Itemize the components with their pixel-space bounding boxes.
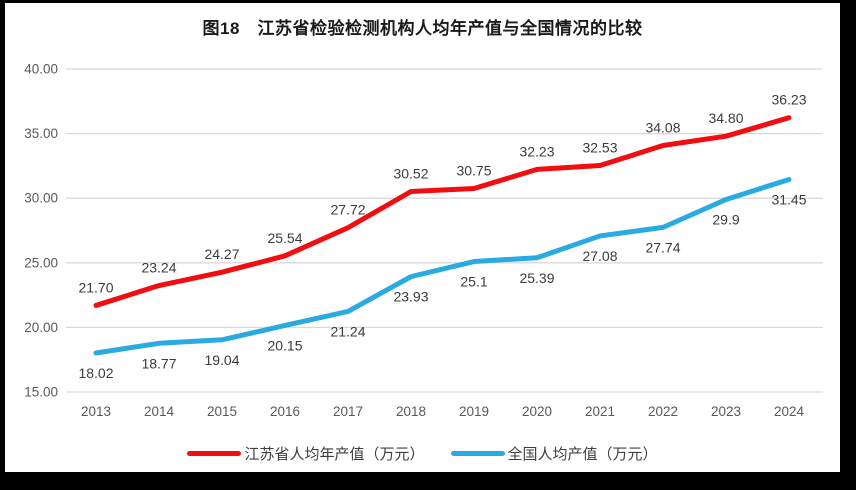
y-axis-tick-label: 20.00 (24, 320, 58, 335)
series-line (93, 115, 792, 308)
legend-line-swatch (187, 451, 242, 456)
data-label: 19.04 (204, 352, 239, 368)
data-label: 18.77 (141, 355, 176, 371)
legend-label: 江苏省人均年产值（万元） (244, 446, 425, 463)
series-line (93, 176, 792, 356)
data-label: 21.70 (78, 279, 113, 295)
x-axis-tick-label: 2020 (522, 404, 552, 419)
x-axis-tick-label: 2016 (270, 404, 300, 419)
x-axis-tick-label: 2018 (396, 404, 426, 419)
y-axis-tick-label: 30.00 (24, 191, 58, 206)
x-axis-tick-label: 2014 (144, 404, 175, 419)
data-label: 32.53 (582, 140, 617, 156)
data-label: 36.23 (771, 92, 806, 108)
data-label: 25.1 (460, 274, 487, 290)
chart-title: 图18 江苏省检验检测机构人均年产值与全国情况的比较 (202, 19, 643, 38)
y-axis-tick-label: 35.00 (24, 126, 58, 141)
x-axis-tick-label: 2013 (81, 404, 111, 419)
x-axis-tick-label: 2019 (459, 404, 489, 419)
data-label: 30.75 (456, 163, 491, 179)
data-label: 23.24 (141, 260, 176, 276)
legend-item[interactable]: 全国人均产值（万元） (450, 443, 658, 464)
x-axis-tick-label: 2015 (207, 404, 237, 419)
data-label: 18.02 (78, 365, 113, 381)
y-axis-tick-label: 15.00 (24, 385, 58, 400)
data-label: 27.72 (330, 202, 365, 218)
data-label: 25.54 (267, 230, 302, 246)
data-label: 21.24 (330, 323, 365, 339)
chart-panel (5, 3, 840, 472)
legend-line-swatch (450, 451, 505, 456)
data-label: 27.74 (645, 239, 680, 255)
y-axis-tick-label: 40.00 (24, 62, 58, 77)
data-label: 23.93 (393, 289, 428, 305)
chart-legend: 江苏省人均年产值（万元） 全国人均产值（万元） (5, 443, 840, 464)
y-axis-tick-label: 25.00 (24, 255, 58, 270)
data-label: 31.45 (771, 191, 806, 207)
data-label: 32.23 (519, 143, 554, 159)
x-axis-tick-label: 2022 (648, 404, 678, 419)
data-label: 34.80 (708, 110, 743, 126)
x-axis-tick-label: 2021 (585, 404, 615, 419)
data-label: 20.15 (267, 337, 302, 353)
data-label: 25.39 (519, 270, 554, 286)
legend-label: 全国人均产值（万元） (507, 446, 658, 463)
data-label: 30.52 (393, 165, 428, 181)
x-axis-tick-label: 2023 (711, 404, 741, 419)
data-label: 34.08 (645, 119, 680, 135)
data-label: 29.9 (712, 211, 739, 227)
data-label: 24.27 (204, 246, 239, 262)
legend-item[interactable]: 江苏省人均年产值（万元） (187, 443, 425, 464)
data-label: 27.08 (582, 248, 617, 264)
x-axis-tick-label: 2024 (774, 404, 805, 419)
x-axis-tick-label: 2017 (333, 404, 363, 419)
